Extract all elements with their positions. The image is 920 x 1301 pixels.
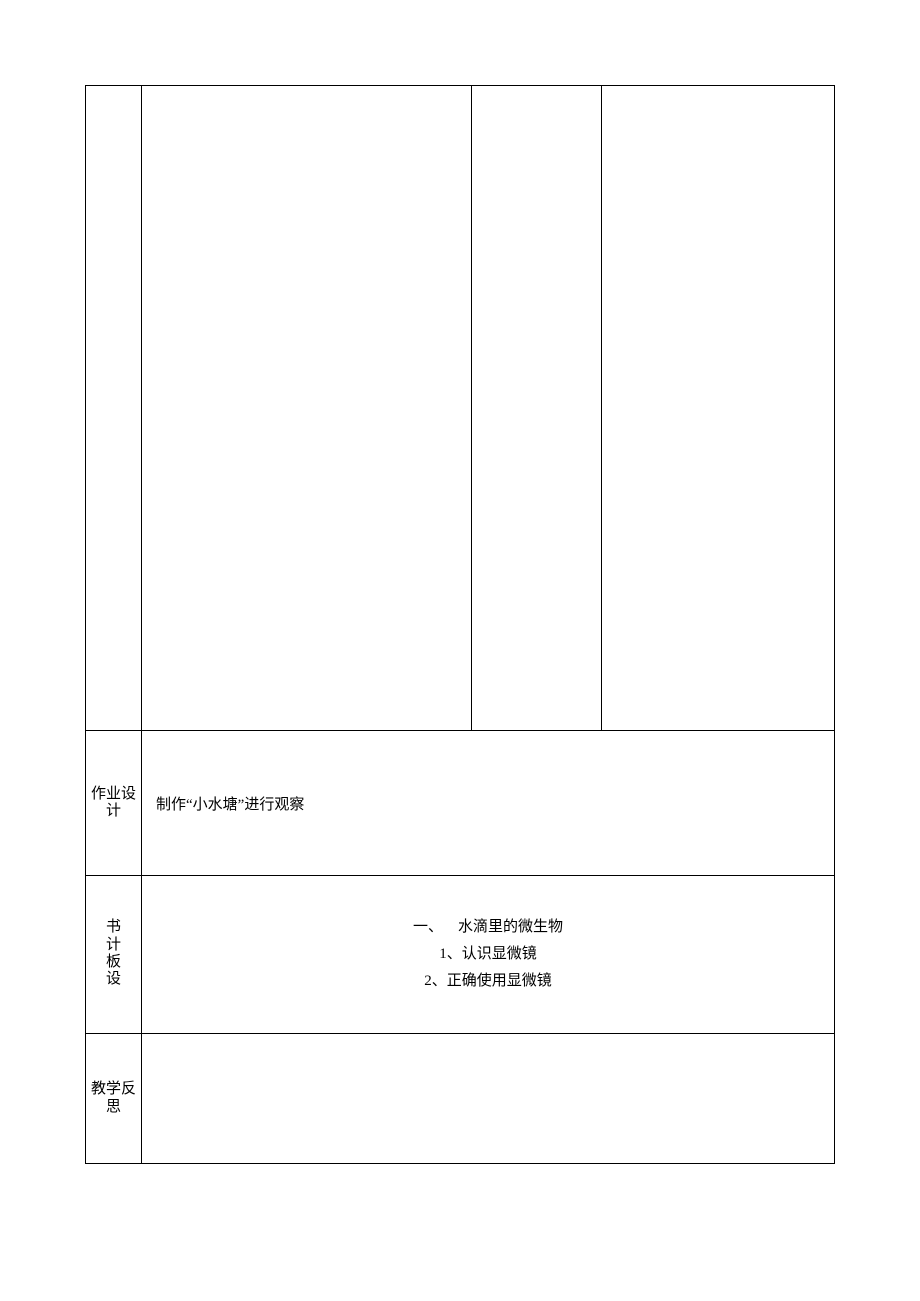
table-row: 教学反思: [86, 1034, 835, 1164]
row-label-board: 书计板设: [86, 876, 142, 1034]
cell-content-1: [142, 86, 472, 731]
board-title-prefix: 一、: [413, 919, 443, 935]
row-label-empty: [86, 86, 142, 731]
homework-content-cell: 制作“小水塘”进行观察: [142, 731, 835, 876]
document-page: 作业设计 制作“小水塘”进行观察 书计板设 一、 水滴里的微生物 1、认识显微镜…: [0, 0, 920, 1164]
label-text: 书计板设: [106, 919, 121, 988]
reflection-content-cell: [142, 1034, 835, 1164]
lesson-plan-table: 作业设计 制作“小水塘”进行观察 书计板设 一、 水滴里的微生物 1、认识显微镜…: [85, 85, 835, 1164]
board-title-line: 一、 水滴里的微生物: [142, 914, 834, 941]
label-text: 作业设计: [88, 786, 139, 821]
cell-content-3: [602, 86, 835, 731]
board-title: 水滴里的微生物: [458, 919, 563, 935]
row-label-reflection: 教学反思: [86, 1034, 142, 1164]
board-item-2: 2、正确使用显微镜: [142, 968, 834, 995]
board-item-1: 1、认识显微镜: [142, 941, 834, 968]
label-text: 教学反思: [88, 1081, 139, 1116]
homework-text: 制作“小水塘”进行观察: [156, 797, 304, 813]
table-row: 书计板设 一、 水滴里的微生物 1、认识显微镜 2、正确使用显微镜: [86, 876, 835, 1034]
board-content-cell: 一、 水滴里的微生物 1、认识显微镜 2、正确使用显微镜: [142, 876, 835, 1034]
table-row: 作业设计 制作“小水塘”进行观察: [86, 731, 835, 876]
row-label-homework: 作业设计: [86, 731, 142, 876]
table-row: [86, 86, 835, 731]
cell-content-2: [472, 86, 602, 731]
